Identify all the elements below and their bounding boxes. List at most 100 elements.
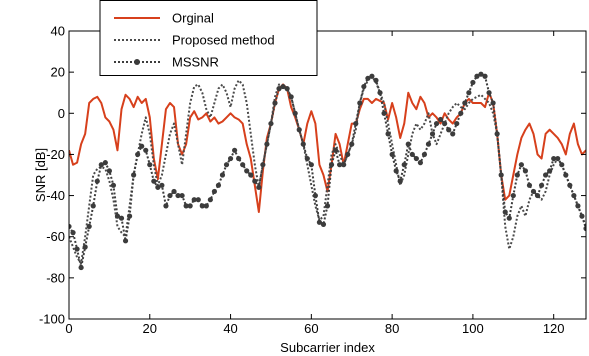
series-point <box>413 155 419 162</box>
series-point <box>102 160 108 166</box>
legend-label-1: Orginal <box>172 11 214 26</box>
series-point <box>122 238 129 244</box>
series-point <box>215 182 222 188</box>
series-point <box>502 209 508 215</box>
series-point <box>328 162 335 168</box>
x-tick-label: 80 <box>385 321 399 336</box>
series-point <box>357 100 363 106</box>
series-point <box>559 162 565 168</box>
series-point <box>199 203 205 209</box>
series-point <box>179 192 185 199</box>
series-point <box>458 110 464 116</box>
series-point <box>446 127 452 133</box>
y-tick-label: -40 <box>46 188 65 203</box>
series-point <box>155 184 161 190</box>
series-point <box>296 127 302 133</box>
x-tick-label: 100 <box>462 321 484 336</box>
series-point <box>284 86 290 92</box>
series-point <box>195 197 201 203</box>
series-point <box>308 162 314 168</box>
series-point <box>70 230 76 236</box>
series-point <box>147 162 153 168</box>
y-tick-label: -60 <box>46 229 65 244</box>
series-point <box>324 203 331 209</box>
series-point <box>486 90 492 96</box>
series-point <box>466 90 472 96</box>
series-point <box>421 151 428 158</box>
series-point <box>280 83 286 90</box>
series-point <box>207 197 213 203</box>
series-point <box>106 168 112 174</box>
series-point <box>316 219 323 225</box>
series-point <box>345 151 351 158</box>
series-point <box>353 120 359 127</box>
series-point <box>143 147 149 153</box>
series-point <box>110 182 117 188</box>
series-point <box>94 178 100 184</box>
series-point <box>482 73 488 79</box>
series-point <box>571 192 577 199</box>
legend-label-2: Proposed method <box>172 33 275 48</box>
series-point <box>579 213 585 219</box>
series-point <box>288 94 294 100</box>
series-point <box>425 141 432 147</box>
plot-area <box>69 71 586 271</box>
x-tick-label: 40 <box>223 321 237 336</box>
series-point <box>450 131 456 137</box>
series-point <box>300 141 306 147</box>
series-point <box>377 90 383 96</box>
series-point <box>135 151 141 158</box>
series-point <box>244 168 250 174</box>
series-point <box>518 162 524 168</box>
series-point <box>583 225 586 232</box>
series-point <box>320 221 327 227</box>
y-tick-label: 20 <box>51 65 65 80</box>
y-tick-label: -20 <box>46 147 65 162</box>
series-point <box>171 188 177 195</box>
series-point <box>151 178 157 184</box>
series-point <box>118 215 125 221</box>
axes: 0 20 40 60 80 100 120 -100 -80 -60 -40 -20 0 20 40 <box>39 24 587 336</box>
series-point <box>86 223 92 230</box>
legend-label-3: MSSNR <box>172 55 219 70</box>
series-point <box>442 120 448 127</box>
x-axis-label: Subcarrier index <box>280 340 375 355</box>
series-point <box>187 203 193 209</box>
y-tick-label: -100 <box>39 312 65 327</box>
series-point <box>494 131 500 137</box>
series-point <box>478 71 484 77</box>
series-point <box>405 141 411 147</box>
y-tick-label: 40 <box>51 24 65 39</box>
series-point <box>543 172 549 178</box>
series-point <box>126 213 133 219</box>
series-point <box>175 192 181 199</box>
series-point <box>312 192 318 199</box>
series-point <box>304 155 310 162</box>
series-point <box>191 197 197 203</box>
series-point <box>365 75 371 81</box>
x-tick-label: 120 <box>543 321 565 336</box>
series-point <box>385 131 391 137</box>
series-point <box>397 178 403 184</box>
series-point <box>341 162 347 168</box>
series-point <box>90 203 96 209</box>
series-point <box>78 264 84 271</box>
series-point <box>240 162 246 168</box>
series-point <box>389 151 395 158</box>
legend: Orginal Proposed method MSSNR <box>99 0 318 76</box>
series-point <box>264 141 270 147</box>
series-point <box>74 246 80 252</box>
series-point <box>69 223 72 230</box>
series-point <box>248 172 254 178</box>
series-point <box>490 100 496 106</box>
series-point <box>114 213 121 219</box>
series-point <box>268 120 274 127</box>
series-point <box>337 162 343 168</box>
series-point <box>538 182 545 188</box>
series-point <box>547 168 553 174</box>
series-point <box>563 172 569 178</box>
series-point <box>514 172 520 178</box>
series-point <box>252 178 258 184</box>
series-point <box>409 151 415 158</box>
